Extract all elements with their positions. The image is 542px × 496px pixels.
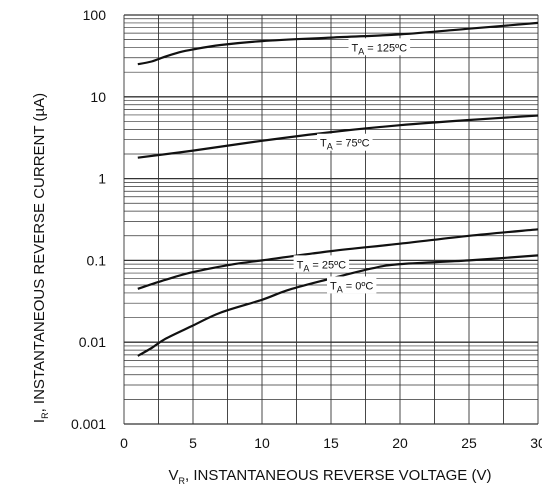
x-tick-label: 10 bbox=[254, 435, 270, 451]
y-axis-label: IR, INSTANTANEOUS REVERSE CURRENT (µA) bbox=[31, 93, 50, 423]
curve-label-boxes: TA = 125ºC TA = 75ºC TA = 25ºC TA = 0ºC bbox=[293, 38, 411, 294]
series-label: TA = 75ºC bbox=[320, 138, 370, 152]
series-line bbox=[137, 21, 539, 66]
curve-label-bg bbox=[348, 38, 411, 56]
x-tick-label: 0 bbox=[120, 435, 128, 451]
y-tick-label: 0.001 bbox=[71, 416, 106, 432]
tick-labels: 0 5 10 15 20 25 30 0.001 0.01 0.1 1 10 100 bbox=[71, 7, 542, 451]
curve-label-bg bbox=[317, 133, 373, 151]
grid-lines bbox=[123, 14, 539, 425]
curve-label-bg bbox=[327, 276, 377, 294]
series-label: TA = 25ºC bbox=[297, 259, 347, 273]
y-tick-label: 10 bbox=[90, 89, 106, 105]
x-tick-label: 5 bbox=[189, 435, 197, 451]
series-line bbox=[137, 114, 539, 159]
y-tick-label: 0.01 bbox=[79, 334, 106, 350]
x-tick-label: 25 bbox=[461, 435, 477, 451]
y-tick-label: 100 bbox=[83, 7, 107, 23]
series-label: TA = 125ºC bbox=[351, 42, 407, 56]
series-line bbox=[137, 254, 539, 357]
x-tick-label: 15 bbox=[323, 435, 339, 451]
x-tick-label: 30 bbox=[530, 435, 542, 451]
series-curves bbox=[137, 21, 539, 357]
y-tick-label: 1 bbox=[98, 171, 106, 187]
series-label: TA = 0ºC bbox=[330, 280, 373, 294]
x-tick-label: 20 bbox=[392, 435, 408, 451]
curve-label-bg bbox=[293, 255, 350, 273]
x-axis-label: VR, INSTANTANEOUS REVERSE VOLTAGE (V) bbox=[169, 467, 492, 486]
series-line bbox=[137, 228, 539, 290]
y-tick-label: 0.1 bbox=[87, 252, 107, 268]
